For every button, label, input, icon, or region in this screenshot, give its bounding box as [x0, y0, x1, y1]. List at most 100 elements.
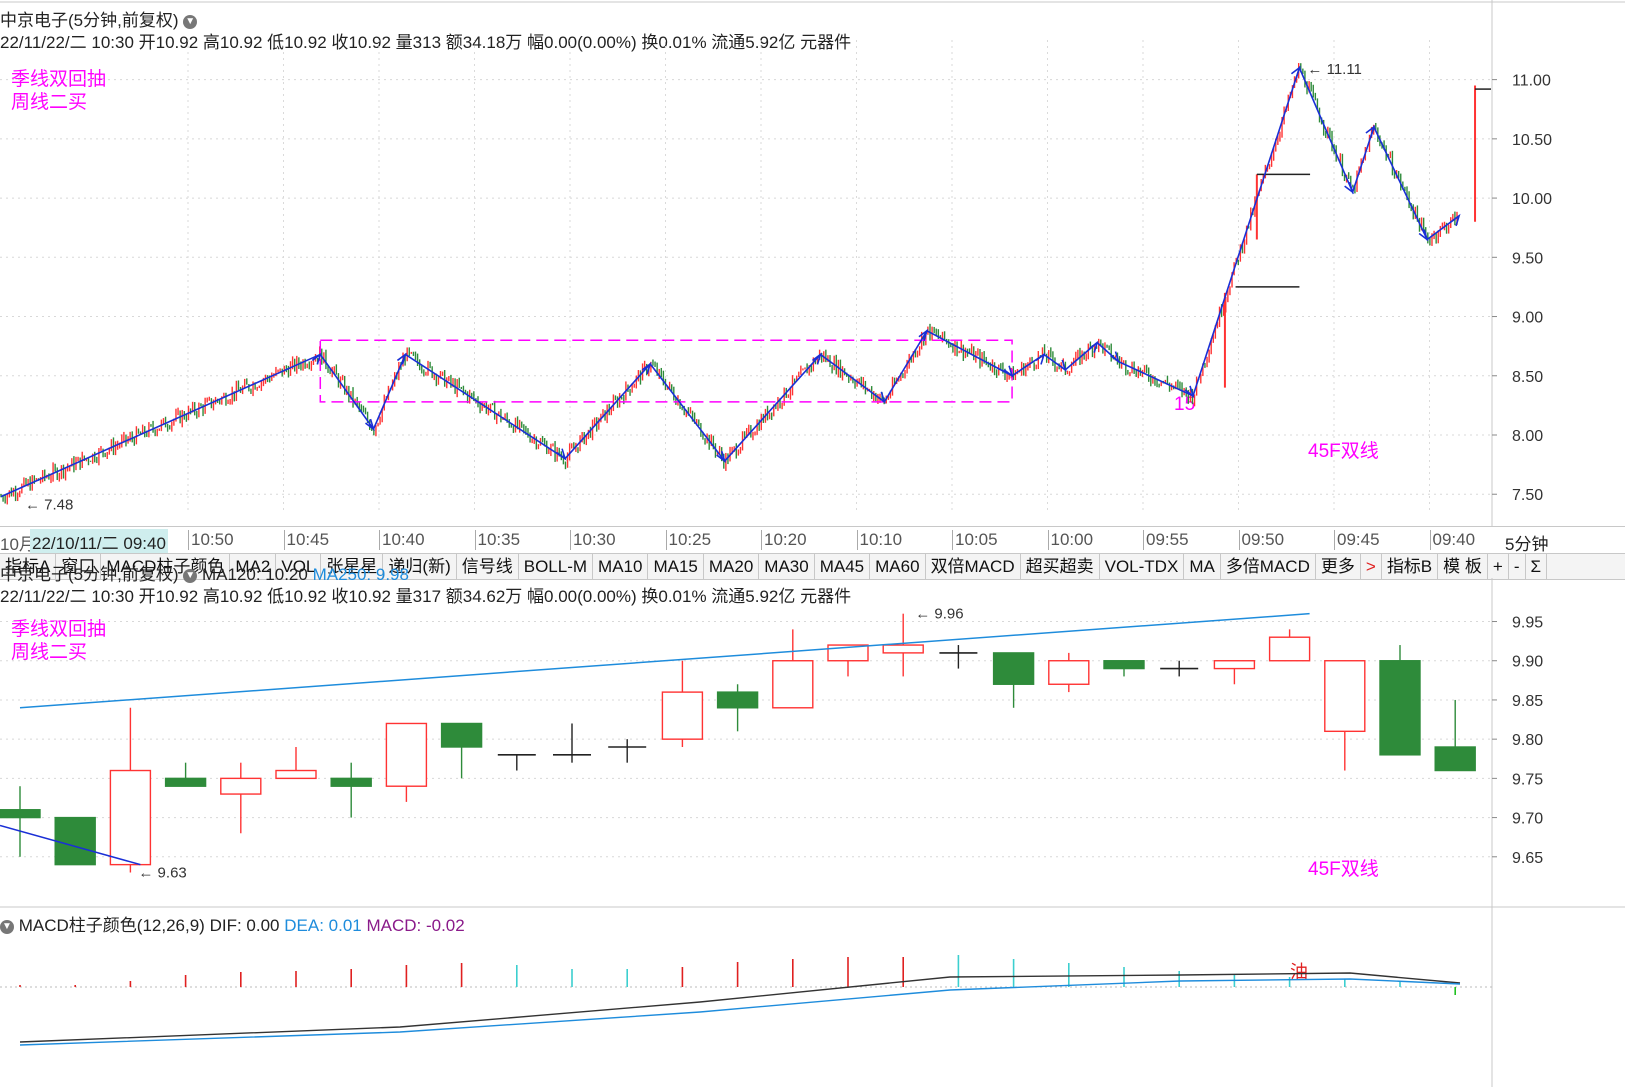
- zigzag-arrow: [1056, 359, 1067, 372]
- toolbar-item[interactable]: MA60: [870, 554, 926, 579]
- panel2-title: 中京电子(5分钟,前复权): [0, 565, 179, 584]
- zigzag-arrow: [812, 352, 822, 365]
- y-tick-label: 8.50: [1512, 369, 1543, 386]
- toolbar-item[interactable]: 张星星: [321, 554, 384, 579]
- ma250-line: [19, 612, 1310, 709]
- y-tick-label: 9.00: [1512, 310, 1543, 327]
- time-tick: 10:45: [283, 530, 329, 550]
- toolbar-item[interactable]: VOL: [276, 554, 322, 579]
- panel1-info: 22/11/22/二 10:30 开10.92 高10.92 低10.92 收1…: [0, 33, 852, 52]
- candle-body: [1103, 660, 1145, 670]
- time-axis: 10月 22/10/11/二 09:40 10:50 10:45 10:40 10:3…: [0, 526, 1625, 554]
- consolidation-box: [319, 339, 1013, 403]
- toolbar-item[interactable]: 超买超卖: [1021, 554, 1100, 579]
- period-label[interactable]: 5分钟: [1505, 535, 1549, 554]
- zigzag-arrow: [1110, 351, 1120, 364]
- dea-line: [19, 978, 1461, 1046]
- macd-chart[interactable]: [0, 908, 1625, 1087]
- candle-body: [772, 660, 814, 709]
- panel2-chart[interactable]: 9.95 9.90 9.85 9.80 9.75 9.70 9.65 ← 9.63 ← 9.96: [0, 578, 1625, 908]
- y-tick-label: 9.50: [1512, 250, 1543, 267]
- zigzag-arrow: [1035, 352, 1046, 365]
- zigzag-arrow: [1088, 340, 1099, 353]
- zigzag-arrow: [641, 361, 652, 375]
- toolbar-item[interactable]: >: [1361, 554, 1382, 579]
- zigzag-arrow: [1365, 124, 1376, 138]
- y-tick-label: 11.00: [1512, 73, 1551, 90]
- toolbar-item[interactable]: MA10: [593, 554, 649, 579]
- y-tick-label: 9.65: [1512, 850, 1543, 867]
- time-tick: 10:40: [379, 530, 425, 550]
- candle-body: [0, 809, 41, 819]
- candle-body: [827, 644, 869, 662]
- toolbar-item[interactable]: -: [1509, 554, 1526, 579]
- chevron-down-icon[interactable]: ▼: [183, 568, 198, 583]
- panel1-note3: 45F双线: [1308, 441, 1379, 462]
- low-price-label: ← 9.63: [138, 864, 186, 881]
- toolbar-item[interactable]: 多倍MACD: [1221, 554, 1316, 579]
- zigzag-arrow: [875, 391, 886, 404]
- toolbar-item[interactable]: Σ: [1526, 554, 1548, 579]
- zigzag-line: [0, 65, 1460, 498]
- zigzag-arrow: [365, 418, 375, 432]
- toolbar-item[interactable]: 指标B: [1382, 554, 1439, 579]
- y-tick-label: 9.95: [1512, 615, 1543, 632]
- zigzag-arrow: [396, 352, 407, 365]
- chevron-down-icon[interactable]: ▼: [183, 14, 198, 29]
- y-tick-label: 8.00: [1512, 428, 1543, 445]
- candle-body: [1324, 660, 1366, 733]
- candle-body: [882, 644, 924, 654]
- toolbar-item[interactable]: 窗口: [56, 554, 102, 579]
- candle-body: [164, 777, 207, 787]
- ma120-label: MA120: 10.20: [201, 565, 308, 584]
- toolbar-item[interactable]: +: [1488, 554, 1509, 579]
- macd-dif: DIF: 0.00: [209, 916, 280, 935]
- high-price-label: ← 11.11: [1307, 61, 1361, 78]
- y-tick-label: 9.70: [1512, 811, 1543, 828]
- toolbar-item[interactable]: MA: [1184, 554, 1221, 579]
- toolbar-item[interactable]: 指标A: [0, 554, 57, 579]
- toolbar-item[interactable]: BOLL-M: [519, 554, 594, 579]
- panel1-chart[interactable]: 11.00 10.50 10.00 9.50 9.00 8.50 8.00 7.50 ← 7.4…: [0, 0, 1625, 526]
- y-tick-label: 10.50: [1512, 132, 1552, 149]
- macd-header: ▼ MACD柱子颜色(12,26,9) DIF: 0.00 DEA: 0.01 …: [0, 911, 465, 936]
- candle-body: [1268, 636, 1311, 662]
- high-price-label: ← 9.96: [915, 606, 963, 623]
- candle-body: [275, 769, 317, 780]
- toolbar-item[interactable]: 双倍MACD: [926, 554, 1021, 579]
- ma250-label: MA250: 9.98: [312, 565, 409, 584]
- y-tick-label: 7.50: [1512, 487, 1543, 504]
- candle-body: [54, 816, 96, 866]
- time-tick: 09:55: [1143, 530, 1189, 550]
- zigzag-arrow: [716, 450, 727, 464]
- toolbar-item[interactable]: VOL-TDX: [1100, 554, 1185, 579]
- dif-line: [19, 972, 1461, 1043]
- panel2-info: 22/11/22/二 10:30 开10.92 高10.92 低10.92 收1…: [0, 587, 852, 606]
- zigzag-arrow: [1450, 213, 1461, 227]
- toolbar-item[interactable]: MA30: [759, 554, 815, 579]
- time-tick: 10:25: [665, 530, 711, 550]
- time-tick: 09:50: [1238, 530, 1284, 550]
- panel2-note2: 周线二买: [11, 642, 88, 663]
- candle-body: [1434, 746, 1476, 772]
- toolbar-item[interactable]: MA15: [648, 554, 704, 579]
- candle-body: [992, 652, 1035, 685]
- toolbar-item[interactable]: 信号线: [457, 554, 519, 579]
- panel1-title: 中京电子(5分钟,前复权): [0, 11, 179, 30]
- zigzag-arrow: [556, 448, 567, 461]
- panel1-note1: 季线双回抽: [11, 69, 107, 90]
- low-price-label: ← 7.48: [25, 497, 73, 514]
- candle-body: [1379, 660, 1421, 756]
- toolbar-item[interactable]: 递归(新): [383, 554, 457, 579]
- toolbar-item[interactable]: MA45: [815, 554, 871, 579]
- toolbar-item[interactable]: MA2: [230, 554, 277, 579]
- toolbar-item[interactable]: 更多: [1316, 554, 1361, 579]
- panel2-note3: 45F双线: [1308, 859, 1379, 880]
- chevron-down-icon[interactable]: ▼: [0, 919, 14, 934]
- time-cursor-label: 22/10/11/二 09:40: [30, 529, 168, 554]
- time-tick: 10:50: [188, 530, 234, 550]
- toolbar-item[interactable]: MA20: [704, 554, 760, 579]
- toolbar-item[interactable]: 模 板: [1438, 554, 1488, 579]
- indicator-toolbar: 指标A 窗口 MACD柱子颜色 MA2 VOL 张星星 递归(新) 信号线 BOLL-M MA10…: [0, 553, 1625, 580]
- candle-body: [440, 722, 483, 748]
